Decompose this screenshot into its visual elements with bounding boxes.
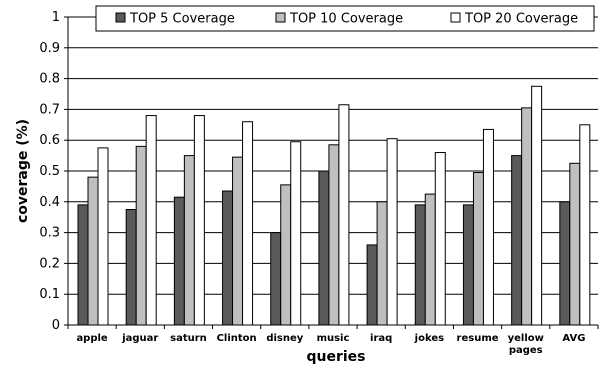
- bar-top-20-coverage: [579, 124, 591, 326]
- x-tick-label: music: [317, 333, 350, 344]
- x-tick-label: AVG: [562, 333, 585, 344]
- bar-top-20-coverage: [145, 115, 157, 326]
- bar-top-10-coverage: [280, 184, 292, 326]
- bar-top-10-coverage: [328, 144, 340, 326]
- y-tick-label: 0.6: [39, 133, 60, 148]
- bar-top-10-coverage: [521, 107, 533, 326]
- bar-top-5-coverage: [173, 196, 185, 326]
- bar-top-20-coverage: [242, 121, 254, 326]
- bar-top-5-coverage: [318, 170, 330, 326]
- legend-label: TOP 10 Coverage: [289, 12, 403, 27]
- bar-top-20-coverage: [434, 152, 446, 326]
- bar-top-10-coverage: [569, 162, 581, 326]
- bar-top-10-coverage: [135, 145, 147, 326]
- bar-top-10-coverage: [232, 156, 244, 326]
- bar-top-20-coverage: [290, 141, 302, 326]
- x-tick-label: yellow pages: [508, 333, 544, 356]
- axes: [64, 16, 599, 329]
- y-tick-label: 0.9: [39, 41, 60, 56]
- y-tick-label: 0: [52, 318, 60, 333]
- axis-labels: 0 0.1 0.2 0.3 0.4 0.5 0.6 0.7 0.8 0.9 1 apple jaguar…: [39, 10, 585, 356]
- bar-top-20-coverage: [338, 104, 350, 326]
- x-tick-label: saturn: [170, 333, 207, 344]
- legend-swatch: [115, 12, 126, 23]
- legend-box: [95, 5, 595, 32]
- y-tick-label: 1: [52, 10, 60, 25]
- bars: [77, 85, 591, 326]
- bar-top-20-coverage: [482, 128, 494, 326]
- bar-top-5-coverage: [270, 232, 282, 326]
- y-tick-label: 0.4: [39, 195, 60, 210]
- bar-top-5-coverage: [366, 244, 378, 326]
- y-tick-label: 0.7: [39, 102, 60, 117]
- legend-label: TOP 5 Coverage: [129, 12, 235, 27]
- y-tick-label: 0.1: [39, 287, 60, 302]
- bar-top-20-coverage: [531, 85, 543, 326]
- legend-label: TOP 20 Coverage: [464, 12, 578, 27]
- x-tick-label: resume: [457, 333, 499, 344]
- bar-top-5-coverage: [125, 209, 137, 326]
- bar-top-5-coverage: [77, 204, 89, 326]
- y-tick-label: 0.3: [39, 226, 60, 241]
- legend-swatch: [275, 12, 286, 23]
- bar-top-20-coverage: [193, 115, 205, 326]
- bar-top-20-coverage: [386, 138, 398, 326]
- x-tick-label: disney: [266, 333, 303, 344]
- x-tick-label: jaguar: [121, 333, 158, 344]
- y-tick-label: 0.8: [39, 72, 60, 87]
- bar-top-5-coverage: [559, 201, 571, 326]
- x-tick-label: apple: [76, 333, 107, 344]
- y-axis-title: coverage (%): [15, 119, 31, 223]
- x-axis-title: queries: [306, 349, 365, 365]
- y-tick-label: 0.5: [39, 164, 60, 179]
- bar-top-10-coverage: [424, 193, 436, 326]
- y-tick-label: 0.2: [39, 256, 60, 271]
- bar-top-20-coverage: [97, 147, 109, 326]
- bar-top-5-coverage: [414, 204, 426, 326]
- x-tick-label: jokes: [414, 333, 444, 344]
- x-tick-label: iraq: [370, 333, 392, 344]
- bar-top-10-coverage: [183, 155, 195, 326]
- bar-top-10-coverage: [376, 201, 388, 326]
- bar-top-5-coverage: [462, 204, 474, 326]
- bar-top-10-coverage: [87, 176, 99, 326]
- x-tick-label: Clinton: [217, 333, 257, 344]
- bar-top-5-coverage: [511, 155, 523, 326]
- legend-swatch: [450, 12, 461, 23]
- bar-top-5-coverage: [222, 190, 234, 326]
- legend: TOP 5 Coverage TOP 10 Coverage TOP 20 Cove…: [95, 5, 595, 32]
- bar-top-10-coverage: [472, 172, 484, 326]
